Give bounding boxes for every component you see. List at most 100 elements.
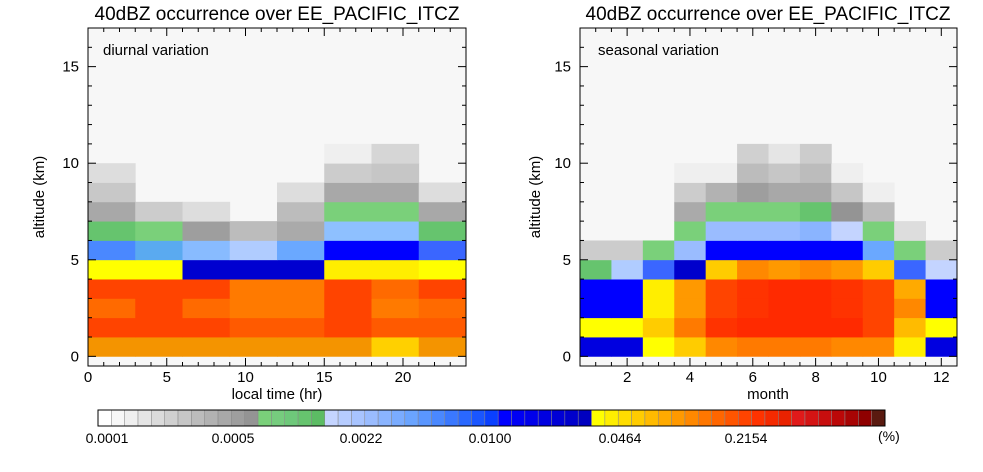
colorbar-swatch xyxy=(257,409,272,427)
heatmap-cell xyxy=(831,279,864,299)
heatmap-cell xyxy=(737,337,769,357)
heatmap-cell xyxy=(799,298,832,319)
heatmap-cell xyxy=(611,317,644,338)
colorbar-swatch xyxy=(177,409,192,427)
heatmap-cell xyxy=(229,279,278,299)
colorbar-swatch xyxy=(657,409,672,427)
colorbar-swatch xyxy=(537,409,552,427)
heatmap-cell xyxy=(371,298,420,319)
heatmap-cell xyxy=(705,259,738,280)
colorbar-swatch xyxy=(644,409,659,427)
colorbar-swatch xyxy=(764,409,779,427)
heatmap-cell xyxy=(182,259,231,280)
heatmap-cell xyxy=(277,221,325,241)
heatmap-cell xyxy=(737,259,769,280)
heatmap-cell xyxy=(324,182,372,203)
colorbar-swatch xyxy=(698,409,712,427)
heatmap-cell xyxy=(799,259,832,280)
panel-annotation: diurnal variation xyxy=(103,42,209,59)
heatmap-cell xyxy=(674,201,707,222)
heatmap-cell xyxy=(371,279,420,299)
y-axis-label: altitude (km) xyxy=(31,156,48,239)
colorbar-swatch xyxy=(604,409,619,427)
colorbar-swatch xyxy=(484,409,499,427)
y-tick-label: 5 xyxy=(563,252,571,269)
heatmap-cell xyxy=(418,279,467,299)
colorbar-swatch xyxy=(804,409,819,427)
heatmap-cell xyxy=(862,317,895,338)
heatmap-cell xyxy=(705,279,738,299)
x-axis-ticks: 2 4 6 8 10 12 xyxy=(579,28,958,386)
colorbar-swatch xyxy=(377,409,392,427)
colorbar-swatch xyxy=(337,409,352,427)
heatmap-cell xyxy=(324,221,372,241)
heatmap-cell xyxy=(799,337,832,357)
panel-annotation: seasonal variation xyxy=(598,42,719,59)
colorbar-swatch xyxy=(671,409,686,427)
heatmap-cell xyxy=(371,163,420,183)
colorbar-frame xyxy=(97,409,886,427)
x-tick-label: 6 xyxy=(749,369,757,386)
heatmap-cell xyxy=(277,201,325,222)
heatmap-cell xyxy=(831,182,864,203)
heatmap-cell xyxy=(768,221,801,241)
heatmap-cell xyxy=(418,298,467,319)
panel-diurnal: 40dBZ occurrence over EE_PACIFIC_ITCZ di… xyxy=(31,4,467,403)
colorbar-swatch xyxy=(497,409,512,427)
heatmap-cell xyxy=(674,182,707,203)
heatmap-cell xyxy=(642,279,675,299)
heatmap-cell xyxy=(277,317,325,338)
colorbar-tick-labels: 0.0001 0.0005 0.0022 0.0100 0.0464 0.2154 xyxy=(86,430,768,446)
heatmap-cell xyxy=(182,221,231,241)
heatmap-cell xyxy=(135,201,183,222)
heatmap-cell xyxy=(831,298,864,319)
heatmap-cell xyxy=(418,201,467,222)
heatmap-cell xyxy=(229,259,278,280)
heatmap-cell xyxy=(799,163,832,183)
heatmap-cell xyxy=(324,337,372,357)
colorbar-swatch xyxy=(391,409,406,427)
y-tick-label: 5 xyxy=(71,252,79,269)
heatmap-cell xyxy=(674,221,707,241)
heatmap-cell xyxy=(768,240,801,261)
heatmap-cell xyxy=(229,298,278,319)
y-tick-label: 15 xyxy=(62,59,79,76)
heatmap-cell xyxy=(580,240,612,261)
heatmap-cell xyxy=(705,317,738,338)
x-tick-label: 12 xyxy=(933,369,950,386)
heatmap-cell xyxy=(277,298,325,319)
heatmap-cells xyxy=(580,143,958,357)
colorbar-swatch xyxy=(124,409,139,427)
heatmap-cell xyxy=(324,298,372,319)
heatmap-cell xyxy=(135,317,183,338)
heatmap-cell xyxy=(894,240,926,261)
heatmap-cell xyxy=(768,298,801,319)
heatmap-cell xyxy=(580,259,612,280)
heatmap-cell xyxy=(674,337,707,357)
heatmap-cell xyxy=(925,240,958,261)
heatmap-cell xyxy=(324,317,372,338)
heatmap-cell xyxy=(580,298,612,319)
heatmap-cell xyxy=(88,279,136,299)
heatmap-cell xyxy=(799,201,832,222)
heatmap-cell xyxy=(88,317,136,338)
colorbar-swatch xyxy=(724,409,739,427)
panel-seasonal: 40dBZ occurrence over EE_PACIFIC_ITCZ se… xyxy=(527,4,958,403)
colorbar-swatch xyxy=(711,409,726,427)
heatmap-cell xyxy=(799,182,832,203)
heatmap-cell xyxy=(371,221,420,241)
heatmap-cell xyxy=(737,317,769,338)
heatmap-cell xyxy=(737,221,769,241)
heatmap-cell xyxy=(229,317,278,338)
heatmap-cell xyxy=(674,163,707,183)
colorbar-swatch xyxy=(364,409,379,427)
colorbar-swatch xyxy=(471,409,486,427)
heatmap-cell xyxy=(925,279,958,299)
colorbar-unit: (%) xyxy=(878,428,900,444)
heatmap-cell xyxy=(705,163,738,183)
heatmap-cell xyxy=(324,279,372,299)
colorbar-swatch xyxy=(577,409,592,427)
heatmap-cell xyxy=(135,298,183,319)
colorbar-tick-label: 0.0001 xyxy=(86,430,129,446)
heatmap-cell xyxy=(371,240,420,261)
